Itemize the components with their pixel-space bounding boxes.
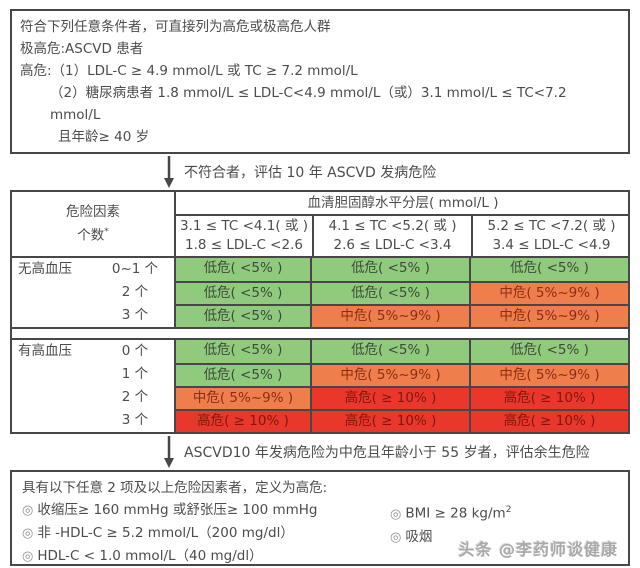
risk-cell: 低危( <5% ) [469, 340, 628, 363]
tc-range: 3.1 ≤ TC <4.1( 或 ) [180, 218, 308, 234]
cholesterol-header: 血清胆固醇水平分层( mmol/L ) 3.1 ≤ TC <4.1( 或 ) 1… [174, 192, 630, 256]
tc-range: 4.1 ≤ TC <5.2( 或 ) [328, 218, 457, 234]
table-header: 危险因素 个数* 血清胆固醇水平分层( mmol/L ) 3.1 ≤ TC <4… [12, 192, 630, 258]
row-axis-footnote-marker: * [104, 227, 109, 238]
risk-factor-text: 收缩压≥ 160 mmHg 或舒张压≥ 100 mmHg [37, 502, 318, 518]
risk-cell: 中危( 5%~9% ) [310, 363, 469, 386]
risk-cell: 低危( <5% ) [174, 363, 310, 386]
section-with-hypertension: 有高血压 0 个 1 个 2 个 3 个 低危( <5% ) 低危( <5% )… [12, 340, 628, 432]
risk-cell: 低危( <5% ) [174, 258, 310, 281]
risk-cell: 低危( <5% ) [174, 304, 310, 327]
section-no-hypertension: 无高血压 0~1 个 2 个 3 个 低危( <5% ) 低危( <5% ) 低… [12, 258, 628, 327]
criteria-line: 极高危:ASCVD 患者 [20, 41, 144, 57]
criteria-line: 高危:（1）LDL-C ≥ 4.9 mmol/L 或 TC ≥ 7.2 mmol… [20, 63, 358, 79]
risk-cell: 低危( <5% ) [174, 340, 310, 363]
ldl-range: 3.4 ≤ LDL-C <4.9 [492, 237, 611, 253]
risk-cell: 中危( 5%~9% ) [174, 386, 310, 409]
ldl-range: 1.8 ≤ LDL-C <2.6 [185, 237, 303, 253]
criteria-line: （2）糖尿病患者 1.8 mmol/L ≤ LDL-C<4.9 mmol/L（或… [50, 85, 567, 123]
risk-factor-item: ◎ 收缩压≥ 160 mmHg 或舒张压≥ 100 mmHg [22, 499, 390, 522]
superscript: 2 [505, 505, 512, 515]
risk-cell: 低危( <5% ) [469, 258, 628, 281]
factor-count: 2 个 [121, 389, 149, 405]
row-axis-line2: 个数 [77, 227, 105, 244]
risk-factor-text: BMI ≥ 28 kg/m [405, 505, 506, 522]
risk-cell: 中危( 5%~9% ) [469, 363, 628, 386]
direct-classification-box: 符合下列任意条件者，可直接列为高危或极高危人群 极高危:ASCVD 患者 高危:… [10, 9, 630, 154]
risk-cell: 中危( 5%~9% ) [310, 304, 469, 327]
risk-cell: 中危( 5%~9% ) [469, 281, 628, 304]
group-label: 有高血压 [18, 343, 72, 359]
risk-cell: 低危( <5% ) [310, 281, 469, 304]
section-cells: 低危( <5% ) 低危( <5% ) 低危( <5% ) 低危( <5% ) … [174, 340, 628, 432]
risk-cell: 高危( ≥ 10% ) [174, 409, 310, 432]
down-arrow-icon [162, 435, 176, 469]
section-row-labels: 有高血压 0 个 1 个 2 个 3 个 [12, 340, 174, 432]
risk-factor-item: ◎ HDL-C < 1.0 mmol/L（40 mg/dl） [22, 545, 390, 568]
risk-factor-text: 非 -HDL-C ≥ 5.2 mmol/L（200 mg/dl） [37, 525, 294, 541]
factor-count: 0 个 [121, 343, 149, 359]
flow-step-1: 不符合者，评估 10 年 ASCVD 发病危险 [10, 154, 630, 190]
section-cells: 低危( <5% ) 低危( <5% ) 低危( <5% ) 低危( <5% ) … [174, 258, 628, 327]
risk-factor-item: ◎ BMI ≥ 28 kg/m2 [390, 499, 618, 526]
high-risk-definition-box: 具有以下任意 2 项及以上危险因素者，定义为高危: ◎ 收缩压≥ 160 mmHg… [10, 470, 630, 566]
cholesterol-column-headers: 3.1 ≤ TC <4.1( 或 ) 1.8 ≤ LDL-C <2.6 4.1 … [176, 216, 630, 256]
section-row-labels: 无高血压 0~1 个 2 个 3 个 [12, 258, 174, 327]
risk-factor-item: ◎ 非 -HDL-C ≥ 5.2 mmol/L（200 mg/dl） [22, 522, 390, 545]
factor-count: 1 个 [121, 366, 149, 382]
watermark: 头条 @李药师谈健康 [458, 540, 618, 559]
tc-range: 5.2 ≤ TC <7.2( 或 ) [487, 218, 616, 234]
bullseye-bullet-icon: ◎ [22, 526, 34, 541]
row-axis-label: 危险因素 个数* [12, 192, 174, 256]
risk-cell: 高危( ≥ 10% ) [469, 386, 628, 409]
risk-cell: 低危( <5% ) [310, 340, 469, 363]
column-header: 4.1 ≤ TC <5.2( 或 ) 2.6 ≤ LDL-C <3.4 [312, 216, 471, 256]
column-header: 5.2 ≤ TC <7.2( 或 ) 3.4 ≤ LDL-C <4.9 [471, 216, 630, 256]
ldl-range: 2.6 ≤ LDL-C <3.4 [333, 237, 452, 253]
bullseye-bullet-icon: ◎ [22, 503, 34, 518]
risk-cell: 低危( <5% ) [310, 258, 469, 281]
factor-count: 0~1 个 [111, 261, 159, 277]
risk-cell: 高危( ≥ 10% ) [310, 409, 469, 432]
factor-counts: 0~1 个 2 个 3 个 [96, 258, 174, 327]
criteria-line: 符合下列任意条件者，可直接列为高危或极高危人群 [20, 19, 331, 35]
risk-factor-text: 吸烟 [405, 528, 433, 545]
flow-step-2: ASCVD10 年发病危险为中危且年龄小于 55 岁者，评估余生危险 [10, 434, 630, 470]
definition-title: 具有以下任意 2 项及以上危险因素者，定义为高危: [22, 480, 328, 496]
risk-cell: 高危( ≥ 10% ) [310, 386, 469, 409]
bullseye-bullet-icon: ◎ [390, 529, 402, 545]
criteria-line: 且年龄≥ 40 岁 [58, 129, 150, 145]
flow-step-2-label: ASCVD10 年发病危险为中危且年龄小于 55 岁者，评估余生危险 [184, 445, 590, 461]
cholesterol-header-title: 血清胆固醇水平分层( mmol/L ) [176, 192, 630, 216]
risk-cell: 中危( 5%~9% ) [469, 304, 628, 327]
factor-count: 2 个 [121, 284, 149, 300]
row-axis-line1: 危险因素 [66, 204, 120, 221]
bullseye-bullet-icon: ◎ [390, 506, 402, 522]
flow-step-1-label: 不符合者，评估 10 年 ASCVD 发病危险 [184, 165, 437, 181]
factor-count: 3 个 [121, 412, 149, 428]
risk-stratification-table: 危险因素 个数* 血清胆固醇水平分层( mmol/L ) 3.1 ≤ TC <4… [10, 190, 630, 434]
risk-cell: 高危( ≥ 10% ) [469, 409, 628, 432]
factor-counts: 0 个 1 个 2 个 3 个 [96, 340, 174, 432]
column-header: 3.1 ≤ TC <4.1( 或 ) 1.8 ≤ LDL-C <2.6 [176, 216, 312, 256]
risk-factor-column-left: ◎ 收缩压≥ 160 mmHg 或舒张压≥ 100 mmHg ◎ 非 -HDL-C … [22, 499, 390, 568]
down-arrow-icon [162, 155, 176, 189]
bullseye-bullet-icon: ◎ [22, 549, 34, 564]
section-divider [12, 327, 628, 340]
factor-count: 3 个 [121, 307, 149, 323]
risk-factor-text: HDL-C < 1.0 mmol/L（40 mg/dl） [37, 548, 263, 564]
risk-cell: 低危( <5% ) [174, 281, 310, 304]
group-label: 无高血压 [18, 261, 72, 277]
